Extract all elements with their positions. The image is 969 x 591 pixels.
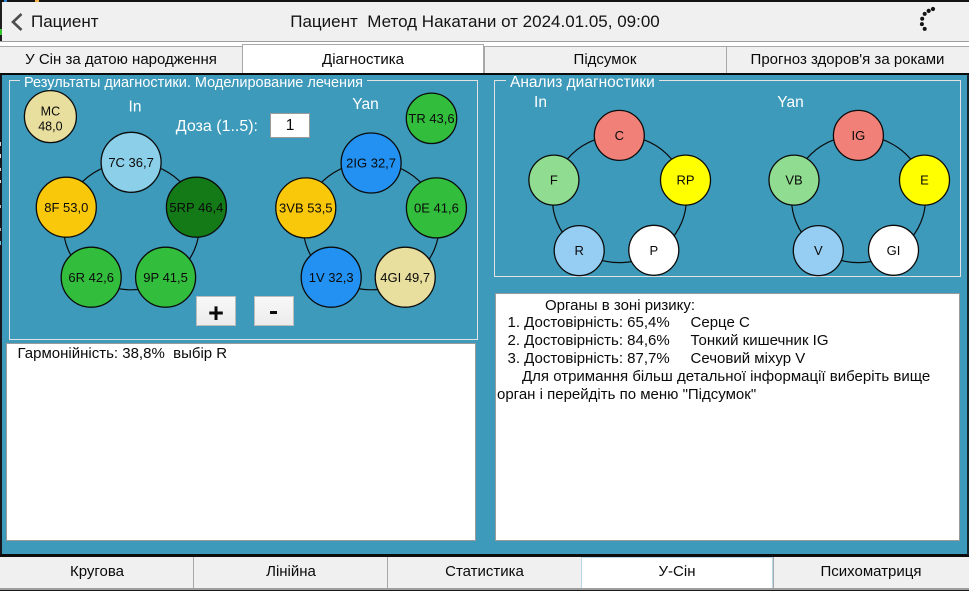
svg-text:9P 41,5: 9P 41,5 (143, 270, 188, 285)
svg-text:GI: GI (887, 243, 901, 258)
svg-text:2IG 32,7: 2IG 32,7 (346, 156, 396, 171)
svg-text:6R 42,6: 6R 42,6 (68, 270, 114, 285)
svg-text:0E 41,6: 0E 41,6 (414, 201, 459, 216)
svg-text:3VB 53,5: 3VB 53,5 (279, 201, 333, 216)
svg-text:TR 43,6: TR 43,6 (408, 111, 454, 126)
svg-text:In: In (534, 94, 547, 111)
svg-text:Yan: Yan (352, 96, 378, 113)
svg-text:C: C (615, 128, 624, 143)
svg-text:4GI 49,7: 4GI 49,7 (380, 270, 430, 285)
svg-text:P: P (649, 243, 658, 258)
svg-text:V: V (814, 243, 823, 258)
svg-text:Yan: Yan (777, 94, 803, 111)
svg-text:MC: MC (41, 104, 60, 118)
svg-text:1V 32,3: 1V 32,3 (309, 270, 354, 285)
svg-text:5RP 46,4: 5RP 46,4 (169, 200, 223, 215)
svg-text:R: R (575, 243, 584, 258)
svg-text:48,0: 48,0 (38, 119, 62, 133)
svg-text:RP: RP (676, 173, 694, 188)
svg-text:E: E (920, 173, 929, 188)
svg-text:Доза (1..5):: Доза (1..5): (176, 118, 258, 135)
svg-text:F: F (550, 173, 558, 188)
svg-text:IG: IG (852, 128, 866, 143)
svg-text:In: In (129, 99, 142, 116)
svg-text:7C 36,7: 7C 36,7 (108, 155, 154, 170)
svg-text:VB: VB (785, 173, 802, 188)
svg-text:8F 53,0: 8F 53,0 (44, 200, 88, 215)
